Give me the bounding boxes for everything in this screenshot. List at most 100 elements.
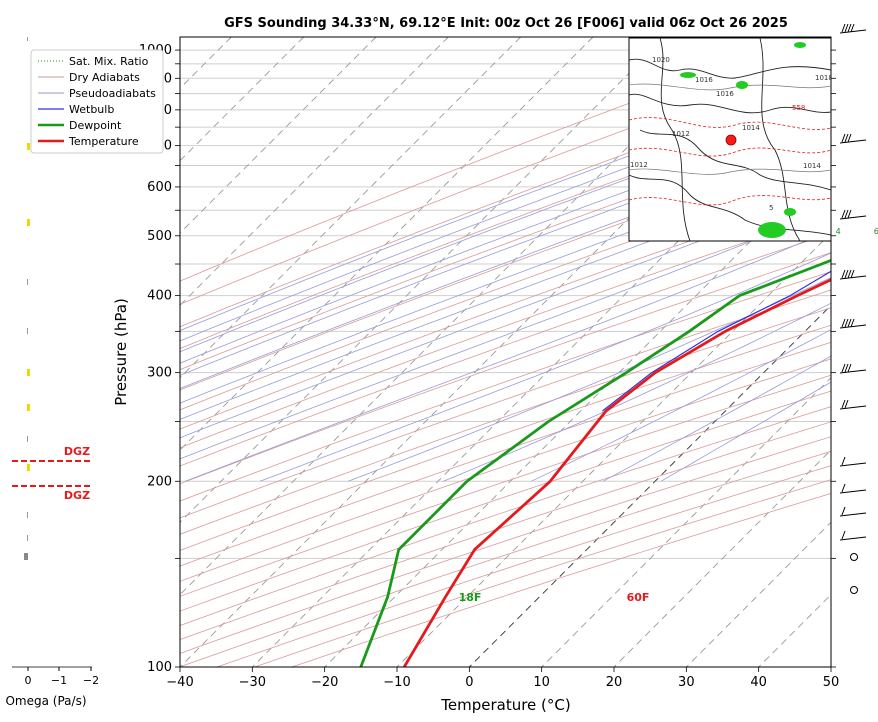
legend-label-mixratio: Sat. Mix. Ratio — [69, 55, 149, 68]
inset-map: 1020 1016 1018 1014 1012 1016 1014 1012 … — [628, 37, 833, 242]
map-label: 1020 — [652, 56, 670, 64]
x-tick-label: −10 — [383, 675, 410, 690]
dry-adiabat-line — [180, 232, 831, 467]
isotherm-line — [324, 160, 831, 667]
omega-tick-label-1: −1 — [51, 674, 67, 687]
isotherm-line — [830, 666, 831, 667]
wind-barb-feather — [841, 318, 846, 328]
wind-barb — [839, 399, 867, 410]
omega-axis-label: Omega (Pa/s) — [5, 694, 86, 708]
omega-tick-label-2: −2 — [83, 674, 99, 687]
omega-bar — [27, 279, 28, 285]
wind-barb-feather — [844, 399, 849, 409]
isotherm-line — [180, 37, 594, 451]
wind-barb-feather — [841, 269, 846, 279]
omega-bar — [27, 143, 30, 150]
pseudoadiabat-line — [443, 302, 831, 482]
isotherm-line — [180, 37, 449, 306]
calm-wind-circle — [850, 586, 858, 594]
omega-bar — [27, 512, 28, 518]
omega-bar — [27, 328, 28, 334]
omega-bar — [27, 464, 30, 471]
dgz-top-label: DGZ — [64, 445, 90, 458]
map-label: 1018 — [815, 74, 833, 82]
omega-tick-label-0: 0 — [25, 674, 32, 687]
wind-barb-feather — [847, 363, 852, 373]
mixing-ratio-label: 4 — [836, 227, 841, 236]
isotherm-line — [180, 37, 304, 162]
map-border-line — [659, 38, 691, 241]
dry-adiabat-line — [180, 406, 831, 626]
map-label: 1016 — [716, 90, 734, 98]
wind-barb-shaft — [839, 275, 867, 280]
wind-barb-shaft — [839, 139, 867, 144]
y-tick-label: 200 — [147, 474, 172, 489]
wind-barb-feather — [841, 23, 846, 33]
map-precip-area — [758, 222, 786, 238]
wind-barb-feather — [844, 269, 849, 279]
y-tick-label: 400 — [147, 289, 172, 304]
map-label: 5 — [769, 204, 773, 212]
wind-barb-shaft — [839, 405, 867, 410]
y-tick-label: 100 — [147, 660, 172, 675]
map-contour-red — [629, 147, 831, 157]
wind-barb-shaft — [839, 29, 867, 34]
map-label: 558 — [792, 104, 805, 112]
isotherm-line — [396, 232, 831, 667]
wind-barb-feather — [844, 363, 849, 373]
isotherm-line — [180, 37, 666, 523]
map-label: 1016 — [695, 76, 713, 84]
map-label: 1014 — [803, 162, 821, 170]
wind-barb-feather — [847, 269, 852, 279]
map-contour-gray — [629, 168, 831, 175]
isotherm-line — [468, 304, 831, 667]
wind-barb — [839, 269, 867, 280]
x-axis-ticks: −40 −30 −20 −10 0 10 20 30 40 50 — [166, 667, 839, 690]
dry-adiabat-line — [180, 213, 831, 449]
omega-bar — [24, 553, 28, 560]
wind-barb-feather — [841, 506, 846, 516]
omega-bar — [27, 404, 30, 411]
wind-barb-feather — [844, 23, 849, 33]
x-tick-label: −20 — [311, 675, 338, 690]
location-marker — [725, 134, 737, 146]
x-tick-label: 20 — [606, 675, 623, 690]
wind-barb-shaft — [839, 536, 867, 541]
surface-temperature-label: 60F — [627, 591, 650, 604]
temperature-line — [402, 278, 831, 667]
legend-box — [30, 49, 164, 154]
dry-adiabat-line — [180, 358, 831, 582]
isotherm-line — [180, 37, 521, 379]
isotherm-line — [180, 37, 377, 234]
map-label: 1014 — [742, 124, 760, 132]
omega-bar — [27, 535, 28, 541]
wind-barb — [839, 456, 867, 467]
wind-barb-feather — [841, 363, 846, 373]
omega-bar — [27, 369, 30, 376]
pseudoadiabat-line — [259, 252, 831, 482]
x-tick-label: −40 — [166, 675, 193, 690]
y-tick-label: 500 — [147, 229, 172, 244]
wind-barb — [839, 363, 867, 374]
dry-adiabat-line — [180, 103, 831, 349]
wind-barb — [839, 133, 867, 144]
map-precip-area — [794, 42, 806, 48]
x-tick-label: 50 — [823, 675, 840, 690]
wind-barb-feather — [841, 456, 846, 466]
wind-barb-feather — [844, 209, 849, 219]
legend: Sat. Mix. Ratio Dry Adiabats Pseudoadiab… — [30, 49, 164, 154]
wind-barb — [839, 506, 867, 517]
legend-label-pseudoadiabats: Pseudoadiabats — [69, 87, 156, 100]
wind-barb-feather — [841, 399, 846, 409]
map-precip-area — [784, 208, 796, 216]
dry-adiabat-line — [180, 390, 831, 612]
legend-label-dewpoint: Dewpoint — [69, 119, 122, 132]
wind-barb-shaft — [839, 369, 867, 374]
wind-barbs-column — [830, 23, 867, 667]
map-contour-red — [629, 195, 831, 206]
wind-barb-shaft — [839, 512, 867, 517]
wind-barb-feather — [850, 318, 855, 328]
profile-lines — [359, 258, 831, 667]
calm-wind-circle — [850, 553, 858, 561]
